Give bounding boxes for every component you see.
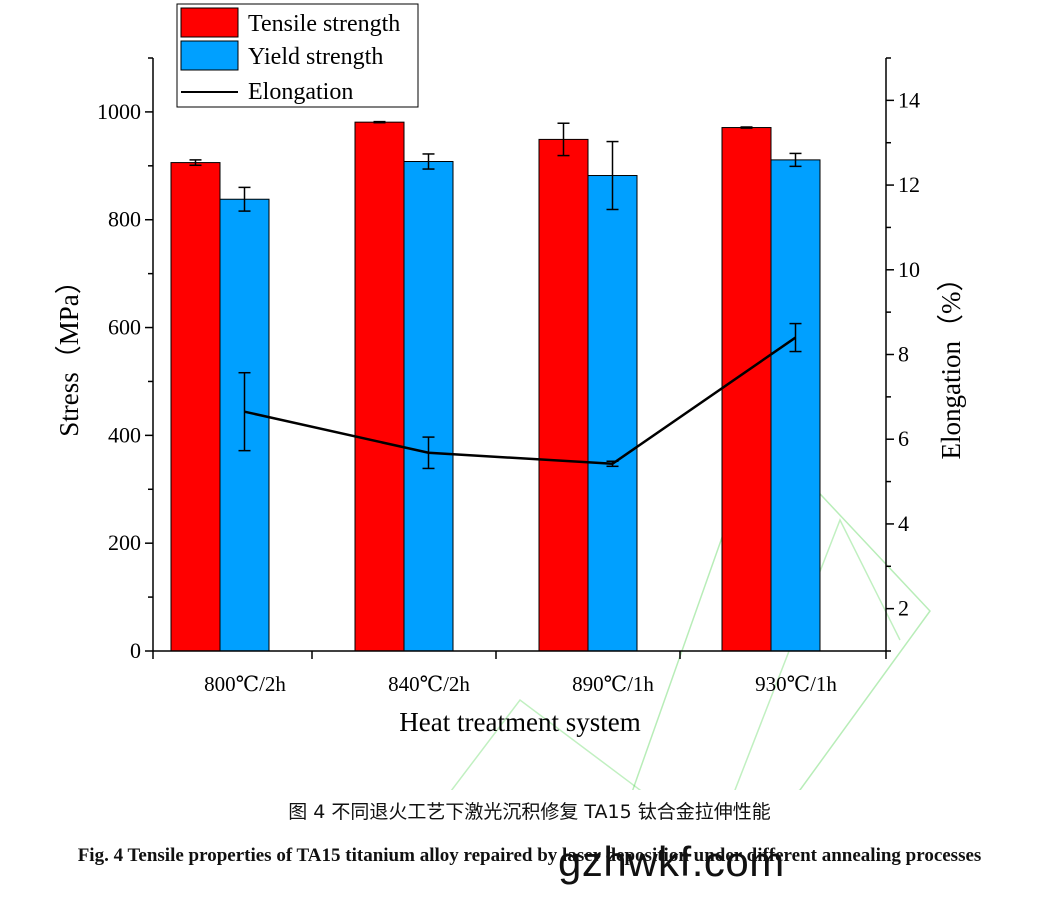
- bar-yield-strength: [403, 161, 454, 652]
- legend-swatch: [180, 40, 239, 71]
- y2-tick-label: 12: [898, 172, 920, 197]
- y-tick-label: 800: [108, 207, 141, 232]
- watermark-outline: [450, 698, 642, 790]
- legend-label: Elongation: [248, 79, 353, 105]
- watermark-outline: [734, 518, 901, 790]
- legend-label: Tensile strength: [248, 11, 400, 37]
- y-tick-label: 400: [108, 422, 141, 447]
- y2-tick-label: 10: [898, 257, 920, 282]
- y-tick-label: 600: [108, 315, 141, 340]
- caption-chinese: 图 4 不同退火工艺下激光沉积修复 TA15 钛合金拉伸性能: [288, 801, 771, 823]
- watermark-text: gzhwkf.com: [558, 838, 785, 885]
- legend-swatch: [180, 7, 239, 38]
- y2-tick-label: 8: [898, 342, 909, 367]
- y-tick-label: 0: [130, 638, 141, 663]
- axes: 0 200 400 600 800 1000 2 4 6 8 10 12 14 800℃/2h 840℃/2…: [97, 57, 920, 696]
- bar-yield-strength: [770, 159, 821, 652]
- x-axis-title: Heat treatment system: [399, 707, 640, 737]
- y2-tick-label: 2: [898, 596, 909, 621]
- y-tick-label: 1000: [97, 99, 141, 124]
- y2-axis-title: Elongation（%）: [936, 265, 966, 460]
- chart-svg: 0 200 400 600 800 1000 2 4 6 8 10 12 14 800℃/2h 840℃/2…: [54, 3, 966, 790]
- caption-english: Fig. 4 Tensile properties of TA15 titani…: [77, 845, 982, 866]
- y-axis-title: Stress（MPa）: [54, 267, 84, 437]
- y2-tick-label: 6: [898, 426, 909, 451]
- bar-tensile-strength: [538, 138, 589, 652]
- elongation-line: [244, 336, 797, 466]
- legend: Tensile strength Yield strength Elongation: [176, 3, 419, 108]
- bar-tensile-strength: [170, 162, 221, 652]
- plot-area: [170, 120, 821, 652]
- y2-tick-label: 14: [898, 87, 920, 112]
- x-tick-label: 890℃/1h: [572, 672, 654, 696]
- bar-tensile-strength: [354, 121, 405, 652]
- y2-tick-label: 4: [898, 511, 909, 536]
- y-tick-label: 200: [108, 530, 141, 555]
- x-tick-label: 800℃/2h: [204, 672, 286, 696]
- legend-label: Yield strength: [248, 44, 383, 70]
- bar-yield-strength: [587, 175, 638, 652]
- watermark-outline: [631, 428, 931, 790]
- x-tick-label: 840℃/2h: [388, 672, 470, 696]
- watermark-shape: [450, 428, 931, 790]
- bar-tensile-strength: [721, 127, 772, 652]
- x-tick-label: 930℃/1h: [755, 672, 837, 696]
